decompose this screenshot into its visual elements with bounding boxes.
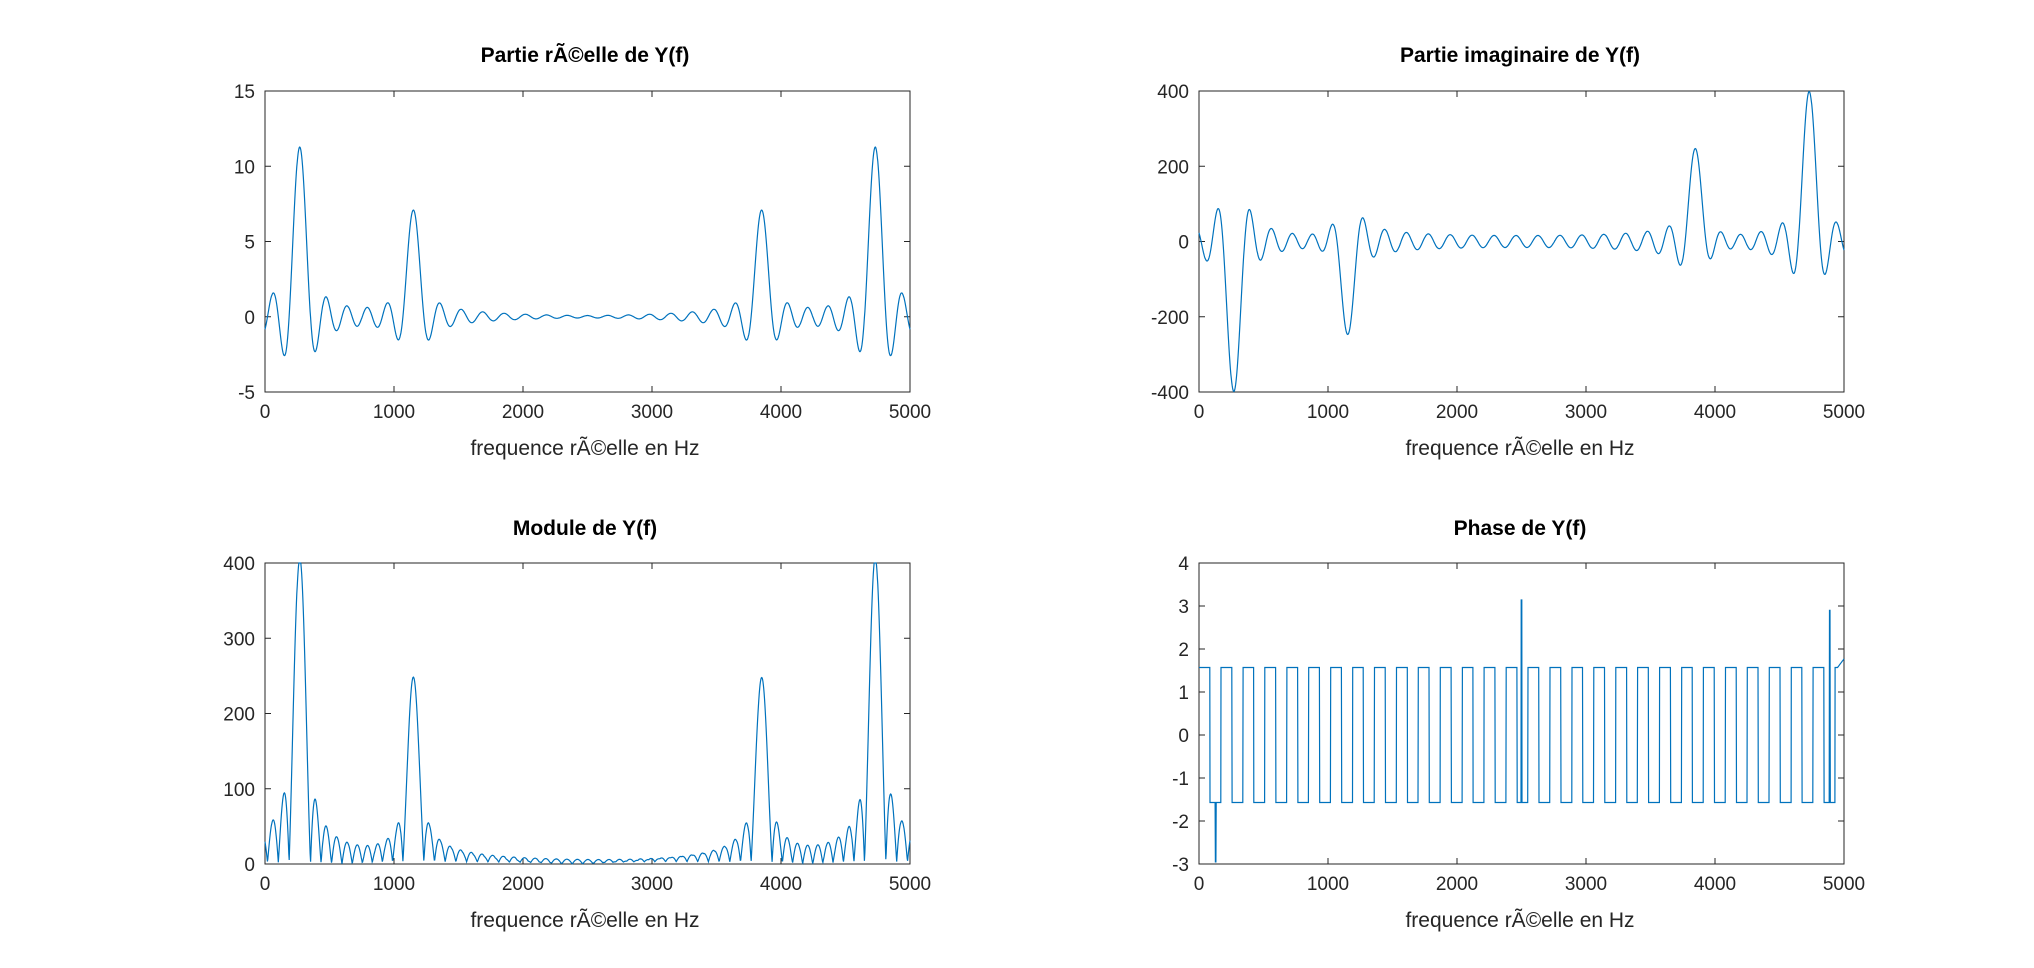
x-tick-label: 0 [1194, 874, 1205, 895]
panel-real-part: Partie rÃ©elle de Y(f) frequence rÃ©elle… [234, 44, 931, 460]
panel-module: Module de Y(f) frequence rÃ©elle en Hz 0… [223, 517, 931, 932]
y-tick-label: 100 [223, 780, 255, 801]
x-tick-label: 4000 [1694, 874, 1736, 895]
x-tick-label: 3000 [1565, 874, 1607, 895]
x-tick-label: 2000 [502, 402, 544, 423]
chart-title: Partie rÃ©elle de Y(f) [481, 44, 690, 67]
x-tick-label: 2000 [1436, 402, 1478, 423]
x-tick-label: 3000 [631, 874, 673, 895]
axes-box [264, 562, 911, 865]
x-tick-label: 4000 [760, 874, 802, 895]
y-tick-label: 200 [223, 705, 255, 726]
y-tick-label: 300 [223, 629, 255, 650]
x-tick-label: 0 [1194, 402, 1205, 423]
y-tick-label: 3 [1178, 597, 1189, 618]
y-tick-label: 4 [1178, 554, 1189, 575]
y-tick-label: 400 [223, 554, 255, 575]
x-axis-label: frequence rÃ©elle en Hz [470, 908, 699, 932]
x-tick-label: 1000 [373, 402, 415, 423]
x-tick-label: 5000 [889, 402, 931, 423]
x-axis-label: frequence rÃ©elle en Hz [1405, 908, 1634, 932]
x-tick-label: 5000 [1823, 402, 1865, 423]
panel-imaginary-part: Partie imaginaire de Y(f) frequence rÃ©e… [1151, 44, 1865, 460]
panel-phase: Phase de Y(f) frequence rÃ©elle en Hz 0 1… [1172, 517, 1865, 932]
y-tick-label: -400 [1151, 383, 1189, 404]
y-tick-label: 15 [234, 82, 255, 103]
y-tick-label: -1 [1172, 769, 1189, 790]
y-tick-label: 200 [1157, 157, 1189, 178]
x-tick-label: 3000 [631, 402, 673, 423]
x-axis-label: frequence rÃ©elle en Hz [470, 436, 699, 460]
y-tick-label: 0 [244, 308, 255, 329]
y-tick-label: 0 [244, 855, 255, 876]
y-tick-label: 0 [1178, 233, 1189, 254]
y-tick-label: 0 [1178, 726, 1189, 747]
series-line [1198, 90, 1845, 393]
axes-box [264, 90, 911, 393]
y-tick-label: -200 [1151, 308, 1189, 329]
series-line [1199, 599, 1845, 863]
x-tick-label: 5000 [889, 874, 931, 895]
y-tick-label: 400 [1157, 82, 1189, 103]
series-line [264, 146, 911, 357]
x-tick-label: 2000 [502, 874, 544, 895]
chart-title: Module de Y(f) [513, 517, 657, 540]
y-tick-label: -5 [238, 383, 255, 404]
y-tick-label: 5 [244, 233, 255, 254]
x-tick-label: 0 [260, 874, 271, 895]
y-tick-label: 10 [234, 157, 255, 178]
chart-title: Phase de Y(f) [1454, 517, 1587, 540]
y-tick-label: -2 [1172, 812, 1189, 833]
y-tick-label: -3 [1172, 855, 1189, 876]
x-tick-label: 5000 [1823, 874, 1865, 895]
y-tick-label: 1 [1178, 683, 1189, 704]
x-tick-label: 1000 [373, 874, 415, 895]
chart-title: Partie imaginaire de Y(f) [1400, 44, 1640, 67]
series-line [264, 562, 911, 866]
x-tick-label: 3000 [1565, 402, 1607, 423]
x-tick-label: 4000 [760, 402, 802, 423]
x-axis-label: frequence rÃ©elle en Hz [1405, 436, 1634, 460]
x-tick-label: 2000 [1436, 874, 1478, 895]
x-tick-label: 1000 [1307, 402, 1349, 423]
x-tick-label: 1000 [1307, 874, 1349, 895]
x-tick-label: 4000 [1694, 402, 1736, 423]
y-tick-label: 2 [1178, 640, 1189, 661]
x-tick-label: 0 [260, 402, 271, 423]
